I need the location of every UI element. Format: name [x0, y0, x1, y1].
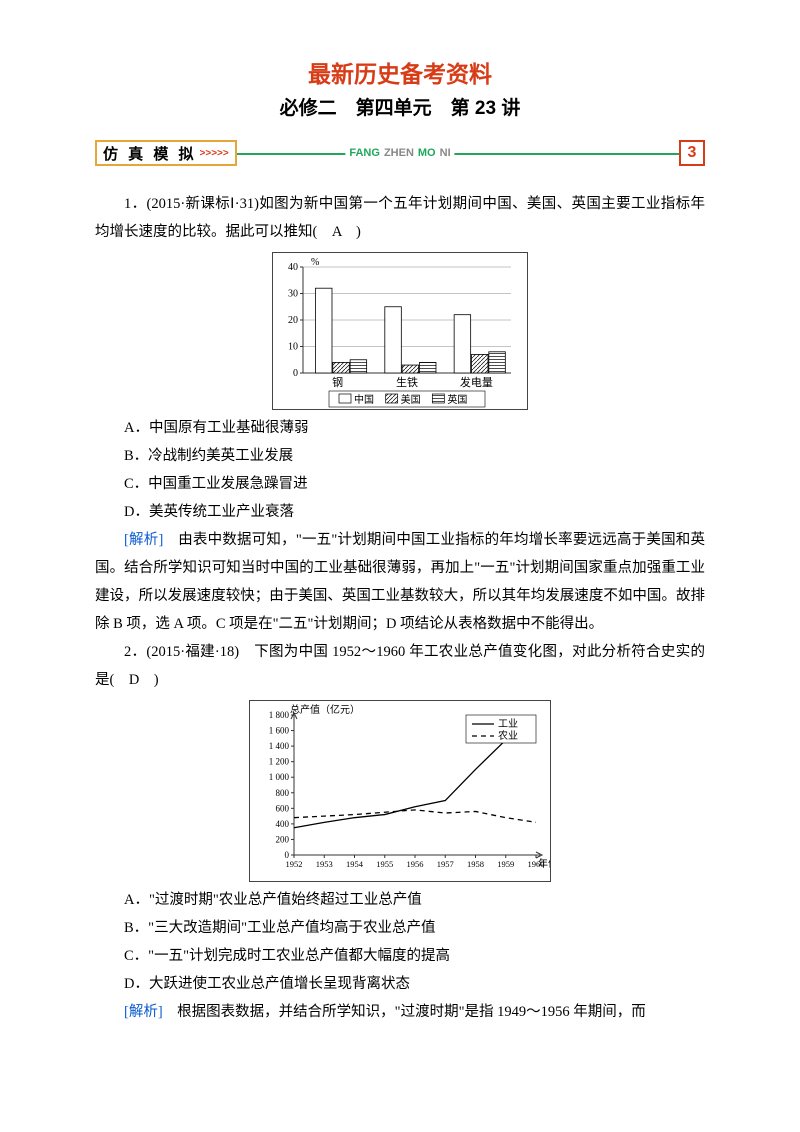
svg-text:40: 40	[288, 262, 298, 273]
q1-opt-b: B．冷战制约美英工业发展	[95, 442, 705, 470]
chart2-holder: 总产值（亿元）02004006008001 0001 2001 4001 600…	[95, 700, 705, 882]
banner-label: 仿 真 模 拟	[103, 143, 197, 164]
svg-text:英国: 英国	[447, 393, 467, 406]
svg-text:10: 10	[288, 342, 298, 353]
line-chart: 总产值（亿元）02004006008001 0001 2001 4001 600…	[249, 700, 551, 882]
q2-text: 2．(2015·福建·18) 下图为中国 1952～1960 年工农业总产值变化…	[95, 638, 705, 694]
chart1-holder: % 0 10 20 30 40 钢 生铁 发电量中国 美国 英国	[95, 252, 705, 410]
svg-text:1 600: 1 600	[269, 726, 290, 736]
body-content: 1．(2015·新课标Ⅰ·31)如图为新中国第一个五年计划期间中国、美国、英国主…	[95, 190, 705, 1026]
banner-pinyin: FANG ZHEN MO NI	[345, 147, 454, 159]
svg-text:1 000: 1 000	[269, 772, 290, 782]
analysis-label: [解析]	[124, 532, 163, 548]
svg-text:1956: 1956	[407, 859, 424, 869]
svg-text:1958: 1958	[467, 859, 484, 869]
svg-text:1 400: 1 400	[269, 741, 290, 751]
svg-text:600: 600	[276, 803, 290, 813]
banner-label-box: 仿 真 模 拟 >>>>>	[95, 140, 237, 166]
svg-text:钢: 钢	[332, 376, 343, 389]
svg-text:1952: 1952	[286, 859, 303, 869]
q2-opt-a: A．"过渡时期"农业总产值始终超过工业总产值	[95, 886, 705, 914]
section-banner: 仿 真 模 拟 >>>>> FANG ZHEN MO NI 3	[95, 140, 705, 166]
svg-text:1 200: 1 200	[269, 757, 290, 767]
svg-text:30: 30	[288, 289, 298, 300]
q2-opt-d: D．大跃进使工农业总产值增长呈现背离状态	[95, 970, 705, 998]
svg-text:1957: 1957	[437, 859, 454, 869]
q2-opt-b: B．"三大改造期间"工业总产值均高于农业总产值	[95, 914, 705, 942]
svg-text:美国: 美国	[401, 393, 421, 406]
svg-text:1953: 1953	[316, 859, 333, 869]
q2-opt-c: C．"一五"计划完成时工农业总产值都大幅度的提高	[95, 942, 705, 970]
svg-text:200: 200	[276, 834, 290, 844]
q1-analysis-text: 由表中数据可知，"一五"计划期间中国工业指标的年均增长率要远远高于美国和英国。结…	[95, 532, 705, 632]
bar-chart: % 0 10 20 30 40 钢 生铁 发电量中国 美国 英国	[272, 252, 528, 410]
svg-text:20: 20	[288, 315, 298, 326]
svg-text:总产值（亿元）: 总产值（亿元）	[290, 703, 360, 716]
q2-analysis: [解析] 根据图表数据，并结合所学知识，"过渡时期"是指 1949～1956 年…	[95, 998, 705, 1026]
svg-text:工业: 工业	[498, 718, 518, 730]
svg-text:1 800: 1 800	[269, 710, 290, 720]
svg-text:400: 400	[276, 819, 290, 829]
q1-text: 1．(2015·新课标Ⅰ·31)如图为新中国第一个五年计划期间中国、美国、英国主…	[95, 190, 705, 246]
main-title: 最新历史备考资料	[95, 55, 705, 89]
q2-options: A．"过渡时期"农业总产值始终超过工业总产值 B．"三大改造期间"工业总产值均高…	[95, 886, 705, 998]
q1-opt-d: D．美英传统工业产业衰落	[95, 498, 705, 526]
q2-analysis-text: 根据图表数据，并结合所学知识，"过渡时期"是指 1949～1956 年期间，而	[163, 1004, 646, 1020]
svg-text:年份: 年份	[538, 857, 551, 870]
svg-text:0: 0	[293, 368, 298, 379]
svg-text:发电量: 发电量	[460, 375, 493, 389]
q1-opt-c: C．中国重工业发展急躁冒进	[95, 470, 705, 498]
q1-options: A．中国原有工业基础很薄弱 B．冷战制约美英工业发展 C．中国重工业发展急躁冒进…	[95, 414, 705, 526]
banner-number: 3	[679, 140, 705, 166]
svg-text:%: %	[311, 257, 319, 268]
svg-text:1955: 1955	[376, 859, 393, 869]
svg-text:生铁: 生铁	[396, 375, 418, 389]
svg-text:1954: 1954	[346, 859, 364, 869]
svg-text:1959: 1959	[497, 859, 514, 869]
q1-analysis: [解析] 由表中数据可知，"一五"计划期间中国工业指标的年均增长率要远远高于美国…	[95, 526, 705, 638]
banner-arrows: >>>>>	[200, 148, 229, 159]
sub-title: 必修二 第四单元 第 23 讲	[95, 93, 705, 120]
analysis-label-2: [解析]	[124, 1004, 163, 1020]
q1-opt-a: A．中国原有工业基础很薄弱	[95, 414, 705, 442]
svg-text:农业: 农业	[498, 729, 518, 742]
page: 最新历史备考资料 必修二 第四单元 第 23 讲 仿 真 模 拟 >>>>> F…	[0, 0, 800, 1132]
svg-text:800: 800	[276, 788, 290, 798]
svg-text:中国: 中国	[354, 393, 374, 406]
